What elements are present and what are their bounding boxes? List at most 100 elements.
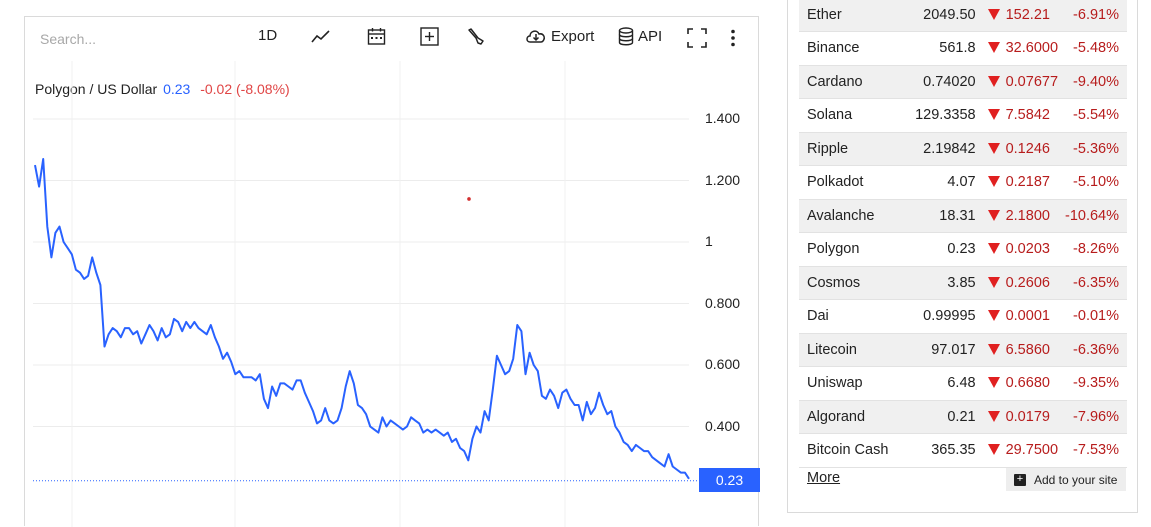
market-row[interactable]: Dai 0.99995 0.0001 -0.01% bbox=[799, 299, 1127, 334]
api-label: API bbox=[638, 28, 663, 45]
chart-type-button[interactable] bbox=[311, 28, 331, 46]
legend-price: 0.23 bbox=[163, 81, 191, 97]
asset-change: 152.21 bbox=[975, 0, 1065, 32]
y-axis-tick-label: 0.400 bbox=[705, 417, 741, 434]
asset-change-value: 0.2606 bbox=[1005, 274, 1050, 291]
market-row[interactable]: Avalanche 18.31 2.1800 -10.64% bbox=[799, 199, 1127, 233]
plus-icon: + bbox=[1014, 473, 1026, 486]
down-arrow-icon bbox=[987, 377, 1000, 389]
asset-change-value: 6.5860 bbox=[1005, 341, 1050, 358]
price-series-line bbox=[34, 158, 690, 480]
export-button[interactable]: Export bbox=[525, 27, 594, 45]
asset-change: 0.2606 bbox=[975, 266, 1065, 300]
market-row[interactable]: Solana 129.3358 7.5842 -5.54% bbox=[799, 98, 1127, 133]
asset-name[interactable]: Dai bbox=[799, 299, 901, 334]
line-chart-icon bbox=[311, 30, 330, 43]
asset-name[interactable]: Polygon bbox=[799, 232, 901, 267]
asset-change-percent: -0.01% bbox=[1064, 299, 1127, 334]
asset-change-value: 2.1800 bbox=[1005, 207, 1050, 224]
asset-change-percent: -10.64% bbox=[1064, 199, 1127, 233]
asset-change-percent: -7.53% bbox=[1064, 433, 1127, 468]
asset-change: 0.6680 bbox=[975, 366, 1065, 401]
asset-change-value: 0.6680 bbox=[1005, 375, 1050, 392]
more-link[interactable]: More bbox=[807, 470, 841, 486]
market-row[interactable]: Algorand 0.21 0.0179 -7.96% bbox=[799, 400, 1127, 434]
asset-name[interactable]: Cosmos bbox=[799, 266, 901, 300]
asset-change: 0.0203 bbox=[975, 232, 1065, 267]
market-row[interactable]: Bitcoin Cash 365.35 29.7500 -7.53% bbox=[799, 433, 1127, 468]
down-arrow-icon bbox=[987, 444, 1000, 456]
interval-label: 1D bbox=[258, 27, 278, 44]
settings-button[interactable] bbox=[466, 27, 485, 46]
down-arrow-icon bbox=[987, 176, 1000, 188]
cloud-download-icon bbox=[526, 30, 545, 43]
asset-name[interactable]: Solana bbox=[799, 98, 901, 133]
api-button[interactable]: API bbox=[618, 27, 662, 46]
asset-change-value: 0.0179 bbox=[1005, 408, 1050, 425]
interval-button[interactable]: 1D bbox=[258, 27, 277, 44]
asset-name[interactable]: Ripple bbox=[799, 132, 901, 166]
asset-name[interactable]: Polkadot bbox=[799, 165, 901, 200]
legend-symbol-name: Polygon / US Dollar bbox=[35, 81, 158, 97]
calendar-icon bbox=[367, 28, 386, 45]
y-axis-tick-label: 1 bbox=[705, 233, 713, 249]
market-row[interactable]: Ether 2049.50 152.21 -6.91% bbox=[799, 0, 1127, 32]
price-chart[interactable] bbox=[25, 61, 760, 527]
market-row[interactable]: Polkadot 4.07 0.2187 -5.10% bbox=[799, 165, 1127, 200]
asset-name[interactable]: Avalanche bbox=[799, 199, 901, 233]
down-arrow-icon bbox=[987, 276, 1000, 288]
asset-name[interactable]: Bitcoin Cash bbox=[799, 433, 901, 468]
down-arrow-icon bbox=[987, 8, 1000, 20]
market-row[interactable]: Litecoin 97.017 6.5860 -6.36% bbox=[799, 333, 1127, 367]
asset-name[interactable]: Ether bbox=[799, 0, 901, 32]
asset-name[interactable]: Cardano bbox=[799, 65, 901, 99]
asset-change: 0.07677 bbox=[975, 65, 1065, 99]
asset-name[interactable]: Binance bbox=[799, 31, 901, 66]
legend-change: -0.02 (-8.08%) bbox=[200, 81, 290, 97]
asset-change: 0.0001 bbox=[975, 299, 1065, 334]
add-to-your-site-button[interactable]: + Add to your site bbox=[1006, 468, 1126, 491]
asset-change-value: 0.2187 bbox=[1005, 174, 1050, 191]
last-price-tag: 0.23 bbox=[699, 468, 760, 492]
down-arrow-icon bbox=[987, 209, 1000, 221]
asset-price: 0.99995 bbox=[900, 299, 976, 334]
asset-name[interactable]: Litecoin bbox=[799, 333, 901, 367]
market-row[interactable]: Cosmos 3.85 0.2606 -6.35% bbox=[799, 266, 1127, 300]
asset-change: 2.1800 bbox=[975, 199, 1065, 233]
add-indicator-button[interactable] bbox=[420, 27, 439, 46]
y-axis-tick-label: 1.400 bbox=[705, 110, 741, 126]
chart-panel: Search... 1D bbox=[24, 16, 760, 527]
asset-change-percent: -9.40% bbox=[1064, 65, 1127, 99]
asset-change-percent: -9.35% bbox=[1064, 366, 1127, 401]
chart-legend: Polygon / US Dollar 0.23 -0.02 (-8.08%) bbox=[35, 81, 290, 97]
asset-change-percent: -6.36% bbox=[1064, 333, 1127, 367]
asset-change-value: 32.6000 bbox=[1005, 40, 1059, 57]
asset-change-percent: -7.96% bbox=[1064, 400, 1127, 434]
asset-change: 7.5842 bbox=[975, 98, 1065, 133]
asset-name[interactable]: Uniswap bbox=[799, 366, 901, 401]
market-row[interactable]: Polygon 0.23 0.0203 -8.26% bbox=[799, 232, 1127, 267]
down-arrow-icon bbox=[987, 109, 1000, 121]
asset-change-percent: -5.48% bbox=[1064, 31, 1127, 66]
market-row[interactable]: Ripple 2.19842 0.1246 -5.36% bbox=[799, 132, 1127, 166]
asset-change-percent: -5.10% bbox=[1064, 165, 1127, 200]
asset-name[interactable]: Algorand bbox=[799, 400, 901, 434]
chart-toolbar: Search... 1D bbox=[25, 17, 758, 61]
market-row[interactable]: Uniswap 6.48 0.6680 -9.35% bbox=[799, 366, 1127, 401]
symbol-search-input[interactable]: Search... bbox=[40, 31, 97, 47]
down-arrow-icon bbox=[987, 310, 1000, 322]
market-overview-panel: Ether 2049.50 152.21 -6.91% Binance 561.8 32.6… bbox=[787, 0, 1138, 513]
down-arrow-icon bbox=[987, 410, 1000, 422]
date-range-button[interactable] bbox=[367, 27, 386, 46]
more-options-button[interactable] bbox=[729, 29, 737, 47]
asset-change-value: 0.0203 bbox=[1005, 241, 1050, 258]
asset-price: 4.07 bbox=[900, 165, 976, 200]
market-row[interactable]: Binance 561.8 32.6000 -5.48% bbox=[799, 31, 1127, 66]
asset-price: 365.35 bbox=[900, 433, 976, 468]
fullscreen-button[interactable] bbox=[687, 28, 707, 48]
asset-change-value: 29.7500 bbox=[1005, 442, 1059, 459]
market-row[interactable]: Cardano 0.74020 0.07677 -9.40% bbox=[799, 65, 1127, 99]
y-axis-tick-label: 0.800 bbox=[705, 294, 741, 311]
asset-change-percent: -6.91% bbox=[1064, 0, 1127, 32]
asset-price: 129.3358 bbox=[900, 98, 976, 133]
